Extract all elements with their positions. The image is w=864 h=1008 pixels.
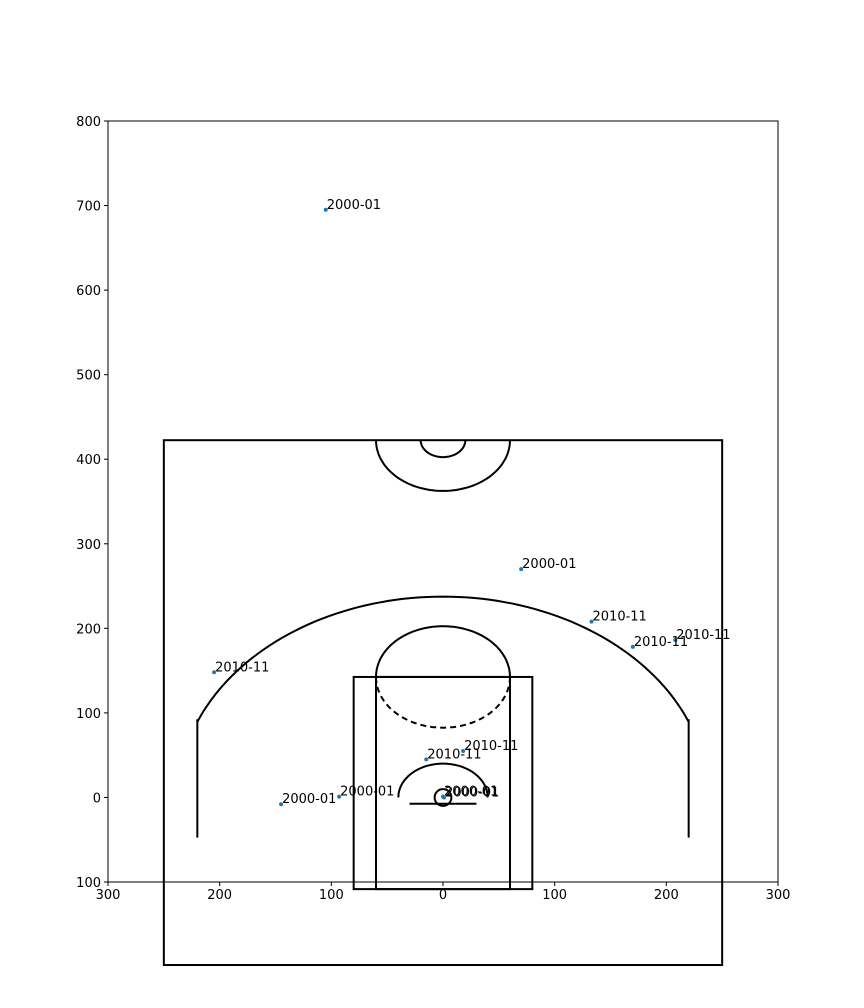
shot-point: [630, 644, 635, 649]
three-point-arc: [196, 595, 690, 723]
shot-point-label: 2010-11: [215, 660, 269, 675]
y-tick-label: 600: [76, 284, 101, 299]
shot-point-label: 2000-01: [522, 557, 576, 572]
center-outer-arc: [375, 440, 511, 492]
axes-frame: [107, 120, 779, 883]
shot-point-label: 2000-01: [445, 785, 499, 800]
outer-boundary: [162, 439, 724, 967]
shot-point: [461, 748, 466, 753]
shot-point: [589, 619, 594, 624]
y-tick-label: 400: [76, 453, 101, 468]
x-tick-label: 100: [319, 888, 344, 903]
free-throw-bottom-arc: [375, 676, 511, 729]
x-axis: 300 200 100 0 100 200 300: [96, 882, 791, 903]
y-tick-label: 100: [76, 707, 101, 722]
court-lines: [162, 439, 724, 967]
shot-point: [279, 802, 284, 807]
data-points: 2000-012000-012010-112010-112010-112010-…: [212, 198, 731, 807]
y-tick-label: 500: [76, 369, 101, 384]
center-inner-arc: [419, 440, 467, 459]
y-tick-label: 300: [76, 538, 101, 553]
restricted-area: [397, 762, 489, 798]
shot-point-label: 2010-11: [634, 635, 688, 650]
x-tick-label: 300: [766, 888, 791, 903]
shot-point: [337, 794, 342, 799]
y-tick-label: 700: [76, 200, 101, 215]
shot-point: [519, 567, 524, 572]
shot-point: [424, 757, 429, 762]
shot-point-label: 2010-11: [593, 610, 647, 625]
y-tick-label: 200: [76, 622, 101, 637]
hoop: [433, 788, 453, 807]
shot-point-label: 2010-11: [464, 739, 518, 754]
x-tick-label: 200: [207, 888, 232, 903]
outer-paint: [352, 675, 534, 891]
inner-paint: [375, 675, 511, 891]
free-throw-top-arc: [375, 625, 511, 678]
x-tick-label: 200: [654, 888, 679, 903]
y-tick-label: 0: [93, 791, 101, 806]
shot-point: [212, 670, 217, 675]
shot-point-label: 2010-11: [676, 628, 730, 643]
shot-point: [442, 795, 447, 800]
y-tick-label: 800: [76, 115, 101, 130]
shot-point-label: 2000-01: [282, 792, 336, 807]
shot-point: [323, 207, 328, 212]
x-tick-label: 0: [439, 888, 447, 903]
shot-point-label: 2000-01: [327, 198, 381, 213]
shot-point-label: 2000-01: [444, 785, 498, 800]
y-axis: 100 0 100 200 300 400 500 600 700 800: [76, 115, 108, 891]
shot-point-label: 2010-11: [427, 747, 481, 762]
x-tick-label: 100: [542, 888, 567, 903]
shot-point-label: 2000-01: [340, 785, 394, 800]
x-tick-label: 300: [96, 888, 121, 903]
shot-point: [673, 638, 678, 643]
y-tick-label: 100: [76, 876, 101, 891]
